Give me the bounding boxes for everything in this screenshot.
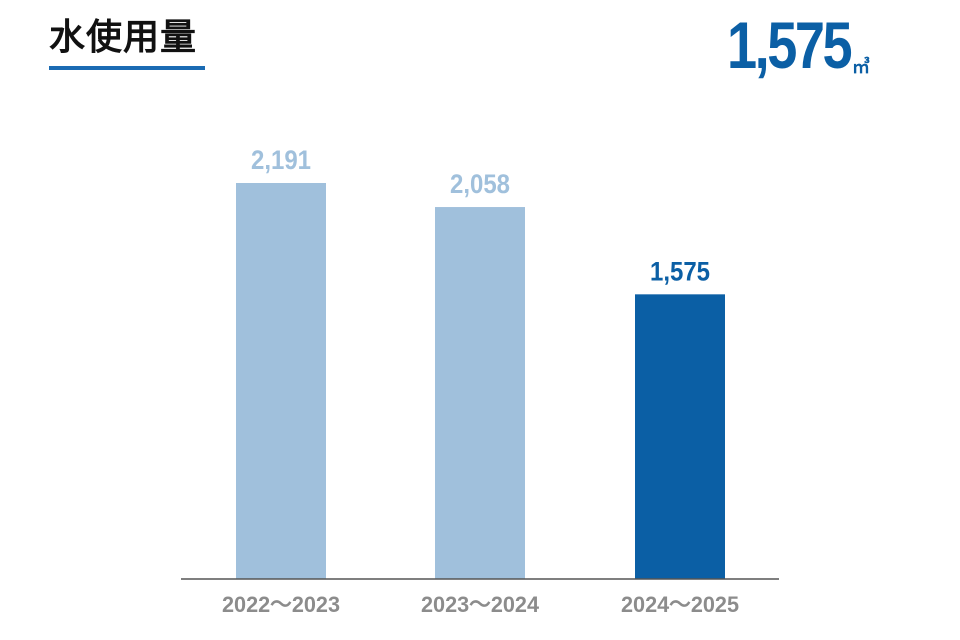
x-tick-label-0: 2022～2023 bbox=[222, 592, 340, 617]
x-tick-label-2: 2024～2025 bbox=[621, 592, 739, 617]
title-underline bbox=[49, 66, 205, 70]
x-tick-label-1: 2023～2024 bbox=[421, 592, 540, 617]
bar-2 bbox=[635, 294, 725, 579]
total-value: 1,575 bbox=[726, 8, 853, 82]
bar-0 bbox=[236, 183, 326, 579]
bar-value-label-0: 2,191 bbox=[251, 145, 311, 175]
total-readout: 1,575 ㎥ bbox=[700, 8, 870, 82]
bar-value-label-2: 1,575 bbox=[650, 256, 710, 286]
total-unit: ㎥ bbox=[852, 57, 870, 77]
bar-1 bbox=[435, 207, 525, 580]
bars-group: 2,191 2,058 1,575 bbox=[236, 145, 725, 580]
tick-labels-group: 2022～2023 2023～2024 2024～2025 bbox=[222, 592, 739, 617]
bar-value-label-1: 2,058 bbox=[450, 169, 510, 199]
page-title: 水使用量 bbox=[49, 17, 198, 58]
